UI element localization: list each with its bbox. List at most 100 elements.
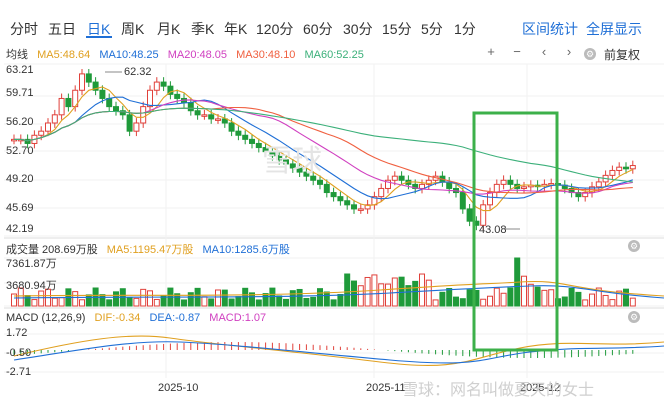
volume-bar bbox=[317, 288, 323, 307]
tab-yearly-k[interactable]: 年K bbox=[224, 21, 248, 37]
volume-bar bbox=[527, 283, 534, 307]
tab-15min[interactable]: 15分 bbox=[382, 21, 412, 37]
tab-intraday[interactable]: 分时 bbox=[10, 21, 38, 37]
tab-1min[interactable]: 1分 bbox=[454, 21, 476, 37]
zoom-in-button[interactable]: + bbox=[487, 44, 495, 59]
pan-right-button[interactable]: › bbox=[566, 44, 572, 59]
volume-bar bbox=[79, 299, 85, 307]
candle-body bbox=[187, 102, 194, 112]
candle-body bbox=[262, 147, 269, 153]
candle-body bbox=[221, 118, 228, 124]
candle-body bbox=[466, 208, 473, 222]
candle-body bbox=[201, 114, 208, 117]
ma10-legend: MA10:48.25 bbox=[99, 49, 159, 61]
volume-bar bbox=[459, 298, 466, 307]
volume-bar bbox=[351, 280, 357, 307]
candle-body bbox=[507, 179, 514, 185]
candle-body bbox=[58, 97, 65, 116]
tab-weekly-k[interactable]: 周K bbox=[121, 21, 145, 37]
volume-bar bbox=[283, 298, 289, 307]
volume-bar bbox=[38, 290, 45, 307]
volume-bar bbox=[398, 276, 405, 307]
candle-body bbox=[126, 114, 133, 132]
tab-5min[interactable]: 5分 bbox=[421, 21, 443, 37]
candle-body bbox=[391, 175, 398, 181]
volume-bar bbox=[289, 290, 296, 307]
fullscreen-button[interactable]: 全屏显示 bbox=[586, 21, 642, 37]
active-tab-underline bbox=[86, 36, 112, 38]
tab-30min[interactable]: 30分 bbox=[343, 21, 373, 37]
dif-line bbox=[13, 335, 665, 366]
volume-bar bbox=[113, 291, 119, 307]
candle-body bbox=[487, 192, 493, 206]
volume-settings-gear-icon[interactable]: ⚙ bbox=[628, 240, 640, 252]
volume-bar bbox=[147, 290, 153, 307]
adjust-mode-select[interactable]: 前复权 bbox=[604, 48, 641, 62]
volume-bar bbox=[344, 273, 351, 307]
highlight-box bbox=[472, 111, 559, 352]
volume-bar bbox=[269, 287, 276, 307]
zoom-out-button[interactable]: − bbox=[513, 44, 521, 59]
volume-bar bbox=[133, 297, 140, 307]
volume-bar bbox=[419, 273, 425, 307]
volume-bar bbox=[616, 290, 623, 307]
macd-tick: 1.72 bbox=[6, 327, 28, 339]
volume-bar bbox=[439, 291, 446, 307]
ma30-legend: MA30:48.10 bbox=[236, 49, 296, 61]
volume-bar bbox=[181, 299, 187, 307]
volume-bar bbox=[385, 283, 391, 307]
candle-body bbox=[425, 179, 432, 185]
tab-daily-k[interactable]: 日K bbox=[87, 21, 111, 37]
gear-icon[interactable]: ⚙ bbox=[584, 48, 596, 60]
candle-body bbox=[364, 204, 371, 210]
volume-bar bbox=[51, 297, 58, 307]
price-tick: 42.19 bbox=[6, 223, 34, 235]
volume-bar bbox=[412, 280, 419, 307]
volume-bar bbox=[262, 293, 269, 307]
candle-body bbox=[174, 93, 181, 99]
volume-bar bbox=[24, 295, 31, 307]
candle-body bbox=[303, 171, 310, 177]
tab-five-day[interactable]: 五日 bbox=[48, 21, 76, 37]
volume-bar bbox=[99, 294, 106, 307]
ma10-line bbox=[14, 96, 633, 200]
ma60-line bbox=[14, 107, 633, 183]
tab-quarterly-k[interactable]: 季K bbox=[191, 21, 215, 37]
volume-bar bbox=[493, 287, 500, 307]
volume-bar bbox=[337, 293, 344, 307]
dea-line bbox=[13, 341, 665, 364]
price-tick: 52.70 bbox=[6, 145, 34, 157]
volume-bar bbox=[623, 288, 629, 307]
volume-ma5-line bbox=[13, 280, 665, 297]
candle-body bbox=[459, 192, 466, 210]
pan-left-button[interactable]: ‹ bbox=[541, 44, 547, 59]
range-stats-button[interactable]: 区间统计 bbox=[522, 21, 578, 37]
volume-bar bbox=[466, 289, 473, 307]
tab-monthly-k[interactable]: 月K bbox=[157, 21, 181, 37]
volume-bar bbox=[480, 298, 487, 307]
volume-bar bbox=[174, 293, 181, 307]
volume-bar bbox=[310, 296, 317, 307]
volume-bar bbox=[425, 279, 432, 307]
candle-body bbox=[629, 165, 636, 170]
candle-body bbox=[344, 200, 351, 206]
price-tick: 59.71 bbox=[6, 87, 34, 99]
candle-body bbox=[337, 196, 344, 202]
volume-bar bbox=[187, 292, 194, 307]
tab-120min[interactable]: 120分 bbox=[256, 21, 294, 37]
volume-bar bbox=[323, 291, 330, 307]
volume-ma5-legend: MA5:1195.47万股 bbox=[106, 244, 194, 256]
volume-bar bbox=[609, 299, 616, 307]
dif-legend: DIF:-0.34 bbox=[94, 312, 141, 324]
volume-bar bbox=[364, 276, 371, 307]
macd-settings-gear-icon[interactable]: ⚙ bbox=[628, 311, 640, 323]
candle-body bbox=[24, 138, 31, 144]
volume-bar bbox=[11, 293, 17, 307]
volume-bar bbox=[17, 287, 24, 307]
candle-body bbox=[330, 192, 337, 198]
price-tick: 45.69 bbox=[6, 202, 34, 214]
volume-bar bbox=[249, 292, 255, 307]
tab-60min[interactable]: 60分 bbox=[303, 21, 333, 37]
volume-bar bbox=[487, 295, 493, 307]
candle-body bbox=[92, 81, 99, 91]
